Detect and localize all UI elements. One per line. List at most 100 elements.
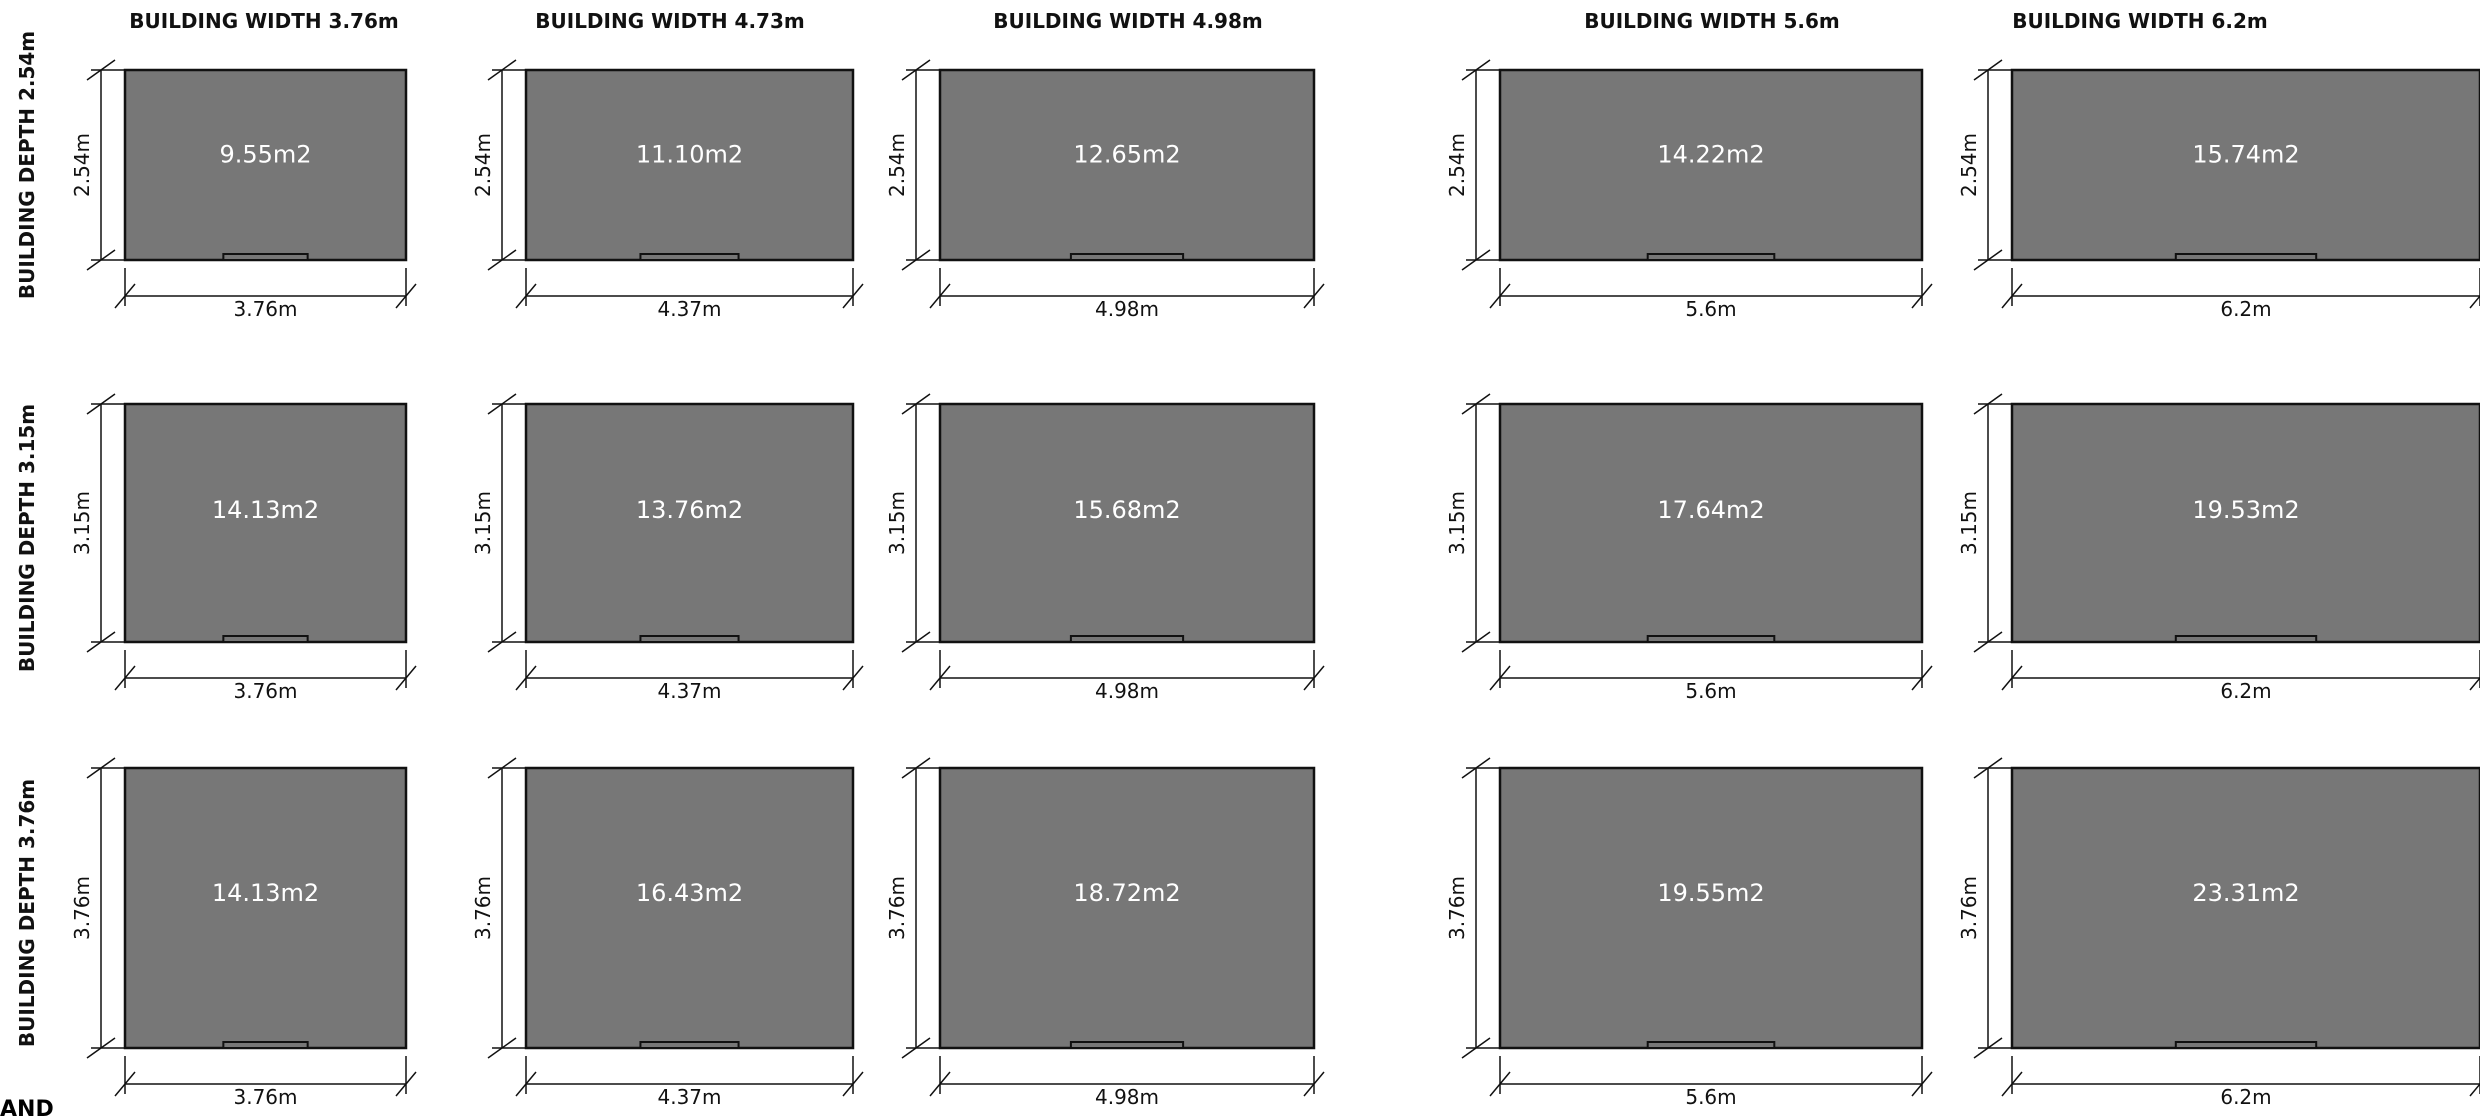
room-cell-r2-c3: 15.68m2 3.15m 4.98m — [885, 393, 1325, 703]
area-label: 17.64m2 — [1657, 496, 1764, 524]
column-header-4: BUILDING WIDTH 5.6m — [1584, 9, 1840, 33]
room-rectangle — [938, 766, 1316, 1050]
door-marker — [639, 253, 740, 261]
depth-dimension-label: 3.76m — [471, 876, 495, 940]
door-marker — [2174, 1041, 2318, 1049]
column-header-2: BUILDING WIDTH 4.73m — [535, 9, 804, 33]
room-cell-r1-c1: 9.55m2 2.54m 3.76m — [70, 59, 417, 321]
width-dimension-label: 5.6m — [1685, 1085, 1736, 1109]
depth-dimension-label: 2.54m — [1445, 133, 1469, 197]
room-rectangle — [1498, 402, 1924, 644]
room-rectangle — [2010, 402, 2480, 644]
door-marker — [1069, 635, 1185, 643]
door-marker — [2174, 253, 2318, 261]
room-rectangle — [524, 766, 855, 1050]
room-cells: 9.55m2 2.54m 3.76m 11.10m2 2.54m 4.37m 12.65m2… — [70, 59, 2480, 1109]
depth-dimension-label: 2.54m — [885, 133, 909, 197]
room-cell-r1-c3: 12.65m2 2.54m 4.98m — [885, 59, 1325, 321]
column-header-5: BUILDING WIDTH 6.2m — [2012, 9, 2268, 33]
area-label: 15.74m2 — [2192, 141, 2299, 169]
room-rectangle — [1498, 766, 1924, 1050]
width-dimension-label: 4.98m — [1095, 1085, 1159, 1109]
door-marker — [639, 635, 740, 643]
room-cell-r2-c4: 17.64m2 3.15m 5.6m — [1445, 393, 1933, 703]
room-cell-r3-c4: 19.55m2 3.76m 5.6m — [1445, 757, 1933, 1109]
depth-dimension-label: 2.54m — [471, 133, 495, 197]
row-headers: BUILDING DEPTH 2.54m BUILDING DEPTH 3.15m… — [15, 31, 39, 1047]
depth-dimension-label: 3.15m — [70, 491, 94, 555]
row-header-3: BUILDING DEPTH 3.76m — [15, 779, 39, 1047]
area-label: 14.13m2 — [212, 496, 319, 524]
room-rectangle — [938, 68, 1316, 262]
area-label: 9.55m2 — [219, 141, 311, 169]
depth-dimension-label: 3.15m — [1445, 491, 1469, 555]
room-cell-r2-c5: 19.53m2 3.15m 6.2m — [1957, 393, 2480, 703]
area-label: 23.31m2 — [2192, 879, 2299, 907]
area-label: 18.72m2 — [1073, 879, 1180, 907]
width-dimension-label: 6.2m — [2220, 679, 2271, 703]
width-dimension-tick — [2469, 294, 2480, 309]
column-header-1: BUILDING WIDTH 3.76m — [129, 9, 398, 33]
room-cell-r3-c2: 16.43m2 3.76m 4.37m — [471, 757, 864, 1109]
room-rectangle — [524, 402, 855, 644]
width-dimension-label: 4.98m — [1095, 679, 1159, 703]
room-cell-r1-c4: 14.22m2 2.54m 5.6m — [1445, 59, 1933, 321]
width-dimension-label: 4.98m — [1095, 297, 1159, 321]
room-cell-r3-c5: 23.31m2 3.76m 6.2m — [1957, 757, 2480, 1109]
room-rectangle — [938, 402, 1316, 644]
width-dimension-label: 4.37m — [657, 1085, 721, 1109]
door-marker — [222, 1041, 309, 1049]
column-headers: BUILDING WIDTH 3.76m BUILDING WIDTH 4.73m… — [129, 9, 2268, 33]
room-cell-r1-c5: 15.74m2 2.54m 6.2m — [1957, 59, 2480, 321]
door-marker — [1069, 1041, 1185, 1049]
room-rectangle — [2010, 68, 2480, 262]
depth-dimension-label: 2.54m — [1957, 133, 1981, 197]
width-dimension-label: 3.76m — [233, 297, 297, 321]
footer-fragment-text: AND — [0, 1097, 54, 1116]
area-label: 14.13m2 — [212, 879, 319, 907]
area-label: 11.10m2 — [636, 141, 743, 169]
door-marker — [222, 253, 309, 261]
width-dimension-label: 3.76m — [233, 1085, 297, 1109]
room-rectangle — [123, 68, 408, 262]
door-marker — [1646, 635, 1776, 643]
room-cell-r3-c1: 14.13m2 3.76m 3.76m — [70, 757, 417, 1109]
room-cell-r2-c2: 13.76m2 3.15m 4.37m — [471, 393, 864, 703]
depth-dimension-label: 3.15m — [885, 491, 909, 555]
door-marker — [1646, 253, 1776, 261]
area-label: 14.22m2 — [1657, 141, 1764, 169]
room-rectangle — [2010, 766, 2480, 1050]
width-dimension-label: 4.37m — [657, 297, 721, 321]
depth-dimension-label: 3.76m — [1445, 876, 1469, 940]
room-rectangle — [524, 68, 855, 262]
area-label: 12.65m2 — [1073, 141, 1180, 169]
door-marker — [1646, 1041, 1776, 1049]
width-dimension-tick — [2469, 1082, 2480, 1097]
width-dimension-tick — [2469, 676, 2480, 691]
width-dimension-label: 6.2m — [2220, 1085, 2271, 1109]
depth-dimension-label: 3.76m — [885, 876, 909, 940]
room-rectangle — [1498, 68, 1924, 262]
depth-dimension-label: 3.76m — [1957, 876, 1981, 940]
room-rectangle — [123, 766, 408, 1050]
area-label: 13.76m2 — [636, 496, 743, 524]
room-rectangle — [123, 402, 408, 644]
width-dimension-label: 5.6m — [1685, 679, 1736, 703]
depth-dimension-label: 3.76m — [70, 876, 94, 940]
room-cell-r3-c3: 18.72m2 3.76m 4.98m — [885, 757, 1325, 1109]
area-label: 16.43m2 — [636, 879, 743, 907]
area-label: 19.55m2 — [1657, 879, 1764, 907]
row-header-1: BUILDING DEPTH 2.54m — [15, 31, 39, 299]
width-dimension-label: 5.6m — [1685, 297, 1736, 321]
depth-dimension-label: 3.15m — [471, 491, 495, 555]
width-dimension-label: 4.37m — [657, 679, 721, 703]
door-marker — [2174, 635, 2318, 643]
area-label: 19.53m2 — [2192, 496, 2299, 524]
door-marker — [222, 635, 309, 643]
depth-dimension-label: 2.54m — [70, 133, 94, 197]
room-cell-r1-c2: 11.10m2 2.54m 4.37m — [471, 59, 864, 321]
column-header-3: BUILDING WIDTH 4.98m — [993, 9, 1262, 33]
door-marker — [639, 1041, 740, 1049]
